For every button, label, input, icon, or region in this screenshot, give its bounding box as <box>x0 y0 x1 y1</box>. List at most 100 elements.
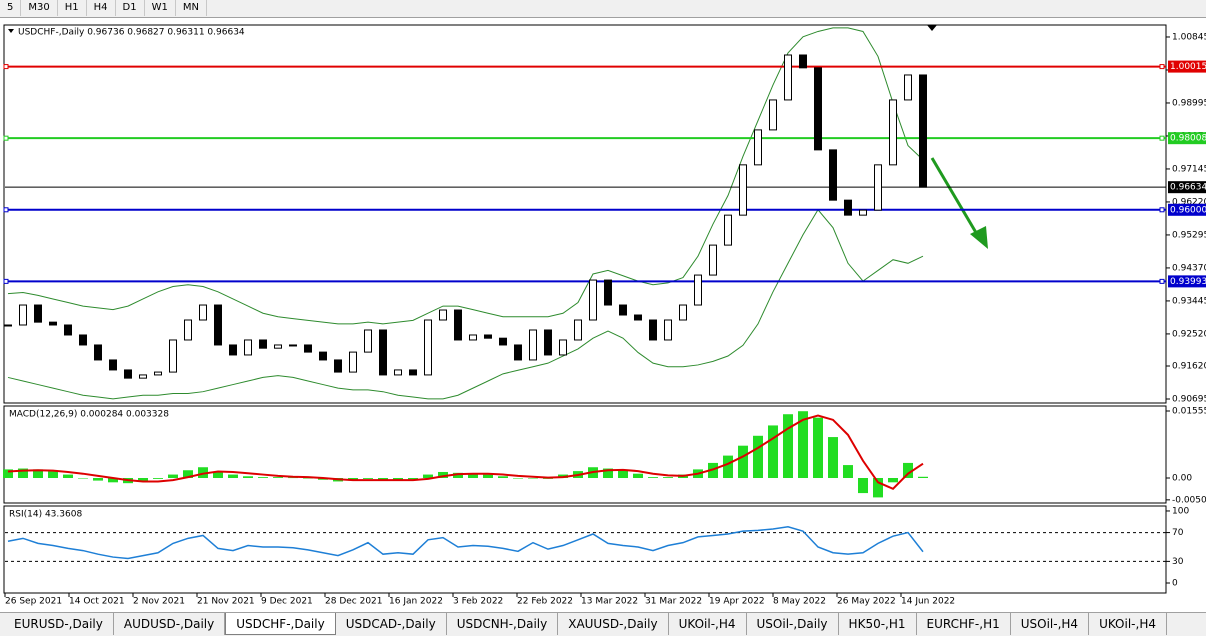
candle <box>844 199 852 216</box>
forecast-arrow <box>930 157 988 249</box>
candle <box>784 54 792 101</box>
macd-bar <box>213 471 223 479</box>
timeframe-button[interactable]: 5 <box>0 0 22 16</box>
x-tick-label: 2 Nov 2021 <box>133 597 185 607</box>
chart-tab[interactable]: UKOil-,H4 <box>1089 613 1167 635</box>
timeframe-button[interactable]: D1 <box>116 0 145 16</box>
level-price-label: 0.98008 <box>1170 134 1206 144</box>
chart-tab[interactable]: USDCNH-,Daily <box>447 613 559 635</box>
macd-bar <box>903 462 913 479</box>
chart-header: USDCHF-,Daily 0.96736 0.96827 0.96311 0.… <box>18 28 245 38</box>
x-tick-label: 26 May 2022 <box>837 597 896 607</box>
chart-tab[interactable]: UKOil-,H4 <box>669 613 747 635</box>
chart-tab[interactable]: USDCHF-,Daily <box>225 613 336 635</box>
macd-bar <box>918 476 928 479</box>
macd-bar <box>48 471 58 479</box>
macd-bar <box>708 462 718 479</box>
chart-background <box>0 18 1206 612</box>
macd-bar <box>873 478 883 498</box>
macd-bar <box>33 469 43 479</box>
candle <box>709 244 717 276</box>
chart-tab[interactable]: USOil-,H4 <box>1011 613 1090 635</box>
candle <box>694 274 702 306</box>
candle <box>49 321 57 326</box>
candle <box>79 334 87 346</box>
y-tick-label: 100 <box>1172 506 1189 516</box>
timeframe-button[interactable]: W1 <box>145 0 176 16</box>
macd-bar <box>243 476 253 479</box>
chart-tab[interactable]: HK50-,H1 <box>839 613 917 635</box>
candle <box>199 304 207 321</box>
chart-tab[interactable]: AUDUSD-,Daily <box>114 613 226 635</box>
x-tick-label: 16 Jan 2022 <box>389 597 443 607</box>
symbol-menu-arrow <box>8 29 14 33</box>
macd-bar <box>408 478 418 480</box>
rsi-panel-frame <box>3 505 1167 594</box>
candle <box>109 359 117 371</box>
candle <box>544 329 552 356</box>
timeframe-button[interactable]: MN <box>176 0 207 16</box>
chart-tab[interactable]: EURUSD-,Daily <box>4 613 114 635</box>
candle <box>529 329 537 361</box>
macd-bar <box>288 477 298 479</box>
macd-bar <box>768 425 778 479</box>
timeframe-button[interactable]: M30 <box>21 0 58 16</box>
macd-bar <box>168 474 178 479</box>
y-tick-label: 0.95295 <box>1172 230 1206 240</box>
level-price-label: 1.00015 <box>1170 62 1206 72</box>
macd-bar <box>528 478 538 479</box>
macd-bar <box>378 478 388 481</box>
x-tick-label: 26 Sep 2021 <box>5 597 62 607</box>
candle <box>139 374 147 379</box>
y-tick-label: -0.00507 <box>1172 495 1206 505</box>
candle <box>289 344 297 347</box>
candle <box>799 54 807 69</box>
candle <box>874 164 882 211</box>
chart-tab[interactable]: XAUUSD-,Daily <box>558 613 669 635</box>
macd-bar <box>78 478 88 479</box>
candle <box>379 329 387 376</box>
macd-bar <box>18 468 28 479</box>
candle <box>634 314 642 321</box>
macd-bar <box>438 471 448 479</box>
chart-tabs: EURUSD-,Daily AUDUSD-,Daily USDCHF-,Daily U… <box>0 612 1206 636</box>
candle <box>664 319 672 341</box>
chart-tab[interactable]: USOil-,Daily <box>747 613 839 635</box>
candle <box>274 344 282 349</box>
timeframe-button[interactable]: H4 <box>87 0 116 16</box>
y-tick-label: 0.90695 <box>1172 395 1206 405</box>
y-tick-label: 1.00845 <box>1172 32 1206 42</box>
y-tick-label: 30 <box>1172 557 1184 567</box>
macd-bar <box>663 477 673 479</box>
macd-bar <box>63 474 73 479</box>
candle <box>649 319 657 341</box>
level-price-label: 0.96000 <box>1170 205 1206 215</box>
macd-bar <box>138 478 148 482</box>
candle <box>244 339 252 356</box>
candle <box>349 351 357 373</box>
level-handle <box>3 64 9 70</box>
level-price-box <box>1168 203 1206 216</box>
y-tick-label: 0.92520 <box>1172 329 1206 339</box>
chart-tab[interactable]: EURCHF-,H1 <box>917 613 1011 635</box>
bollinger-upper <box>7 27 924 325</box>
macd-bar <box>813 417 823 479</box>
candle <box>64 324 72 336</box>
level-handle <box>1159 207 1165 213</box>
candle <box>574 319 582 341</box>
macd-bar <box>603 468 613 479</box>
x-tick-label: 22 Feb 2022 <box>517 597 573 607</box>
x-tick-label: 9 Dec 2021 <box>261 597 313 607</box>
timeframe-button[interactable]: H1 <box>58 0 87 16</box>
candle <box>514 344 522 361</box>
macd-bar <box>453 472 463 479</box>
x-tick-label: 14 Oct 2021 <box>69 597 125 607</box>
macd-bar <box>828 437 838 479</box>
macd-signal <box>7 414 924 490</box>
macd-bar <box>228 474 238 479</box>
y-tick-label: 0.96220 <box>1172 197 1206 207</box>
chart: USDCHF-,Daily 0.96736 0.96827 0.96311 0.… <box>0 18 1206 612</box>
macd-bar <box>753 435 763 479</box>
candle <box>34 304 42 323</box>
chart-tab[interactable]: USDCAD-,Daily <box>336 613 447 635</box>
